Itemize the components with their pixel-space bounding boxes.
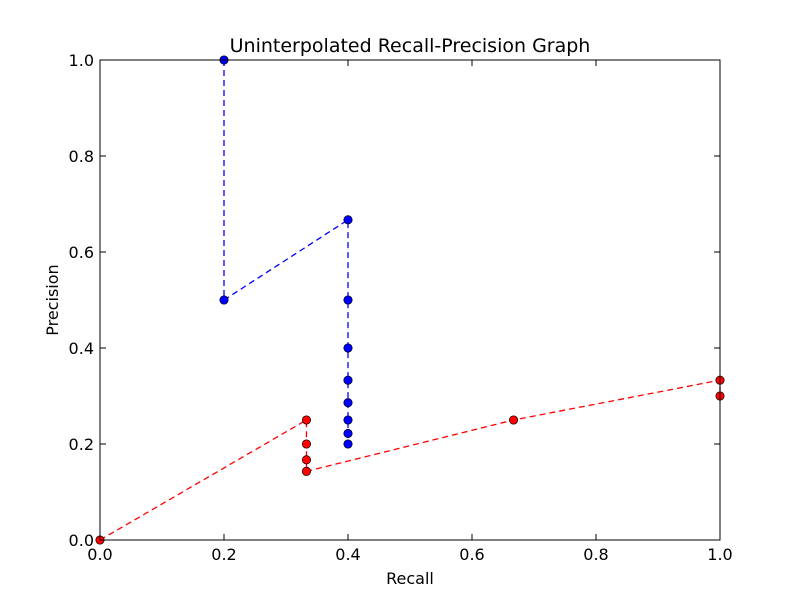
y-tick-label: 0.8 [69,147,94,166]
data-point [343,343,353,353]
series-1 [95,375,725,545]
y-tick-label: 0.6 [69,243,94,262]
x-tick-label: 0.6 [459,545,484,564]
data-point [301,415,312,425]
data-point [343,428,353,438]
data-point [343,439,353,449]
data-point [343,398,353,408]
data-point [301,439,312,449]
y-tick-label: 0.4 [69,339,94,358]
chart-title: Uninterpolated Recall-Precision Graph [230,35,591,57]
data-point [219,295,229,305]
x-tick-label: 0.2 [211,545,236,564]
y-tick-label: 0.2 [69,435,94,454]
data-point [343,415,353,425]
data-point [301,455,312,465]
data-point [301,466,312,476]
series-line [223,60,349,444]
data-point [508,415,519,425]
series-layer [95,55,725,545]
y-tick-label: 1.0 [69,51,94,70]
x-tick-label: 1.0 [707,545,732,564]
data-point [343,375,353,385]
y-tick-label: 0.0 [69,531,94,550]
x-tick-label: 0.0 [87,545,112,564]
x-tick-label: 0.4 [335,545,360,564]
axes-frame [99,59,721,541]
data-point [343,295,353,305]
x-axis-label: Recall [386,569,434,588]
x-tick-label: 0.8 [583,545,608,564]
data-point [343,215,353,225]
y-axis-label: Precision [43,264,62,335]
